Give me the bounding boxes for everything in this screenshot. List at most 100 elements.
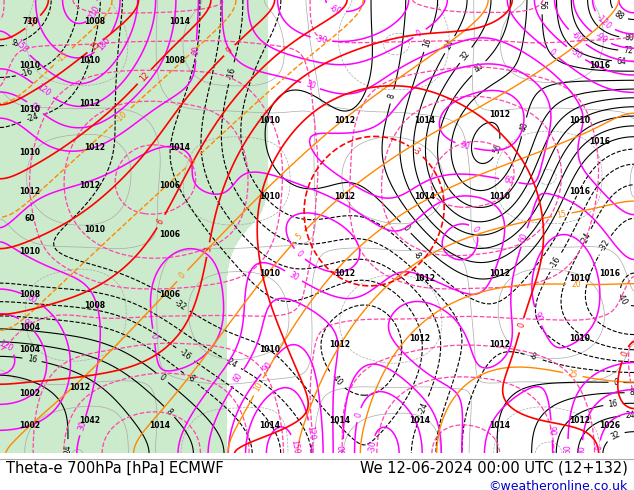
- Text: 1010: 1010: [489, 192, 510, 201]
- Text: 15: 15: [557, 209, 567, 220]
- Text: 1012: 1012: [569, 416, 590, 425]
- Text: 1006: 1006: [160, 230, 181, 239]
- Text: 1002: 1002: [20, 389, 41, 398]
- Text: 0: 0: [157, 373, 167, 383]
- Text: 0: 0: [547, 48, 557, 58]
- Text: 90: 90: [20, 318, 34, 331]
- Text: 1010: 1010: [20, 105, 41, 114]
- Text: 60: 60: [563, 444, 573, 454]
- Text: 5: 5: [295, 232, 304, 241]
- Text: 1014: 1014: [259, 421, 280, 430]
- Text: 1012: 1012: [79, 181, 101, 190]
- Text: 1010: 1010: [259, 269, 280, 277]
- Text: 1002: 1002: [20, 421, 41, 430]
- Text: 120: 120: [35, 83, 51, 98]
- Text: 0: 0: [295, 249, 304, 259]
- Text: 12: 12: [138, 70, 151, 83]
- Text: 1016: 1016: [590, 61, 611, 70]
- Text: 48: 48: [519, 121, 529, 133]
- Text: 24: 24: [625, 411, 634, 420]
- Text: -8: -8: [411, 250, 424, 262]
- Text: 1012: 1012: [410, 334, 430, 343]
- Text: 1008: 1008: [164, 55, 186, 65]
- Text: -3: -3: [410, 145, 422, 157]
- Text: 90: 90: [532, 310, 544, 322]
- Text: 1014: 1014: [415, 192, 436, 201]
- Text: 90: 90: [547, 425, 557, 436]
- Text: -60: -60: [328, 3, 342, 16]
- Text: 88: 88: [612, 9, 625, 22]
- Text: 1016: 1016: [600, 269, 621, 277]
- Text: 30: 30: [77, 420, 89, 432]
- Text: 150: 150: [289, 439, 300, 455]
- Text: 1014: 1014: [169, 143, 190, 152]
- Text: 60: 60: [191, 45, 201, 55]
- Text: 1008: 1008: [84, 17, 106, 26]
- Text: 60: 60: [26, 293, 39, 305]
- Text: -24: -24: [417, 400, 430, 416]
- Text: 710: 710: [22, 17, 38, 26]
- Text: -30: -30: [314, 34, 328, 45]
- Text: 0: 0: [620, 349, 630, 358]
- Text: 1014: 1014: [410, 416, 430, 425]
- Text: 20: 20: [571, 280, 581, 289]
- Text: -40: -40: [616, 291, 630, 307]
- Text: 120: 120: [0, 339, 14, 353]
- Text: 3: 3: [204, 246, 213, 253]
- Text: -40: -40: [329, 373, 344, 388]
- Text: 10: 10: [252, 381, 264, 393]
- Text: 24: 24: [443, 38, 456, 51]
- Text: 1010: 1010: [20, 246, 41, 256]
- Text: -8: -8: [528, 351, 538, 362]
- Text: 1010: 1010: [20, 148, 41, 157]
- Text: 1012: 1012: [489, 340, 510, 348]
- Text: 0: 0: [594, 445, 604, 451]
- Text: -60: -60: [569, 30, 585, 45]
- Text: 210: 210: [87, 4, 101, 21]
- Text: 56: 56: [538, 0, 547, 9]
- Text: 0: 0: [354, 412, 363, 418]
- Text: 1012: 1012: [20, 187, 41, 196]
- Text: 30: 30: [304, 80, 316, 92]
- Text: 1010: 1010: [20, 61, 41, 70]
- Text: -8: -8: [185, 373, 197, 385]
- Text: ©weatheronline.co.uk: ©weatheronline.co.uk: [488, 480, 628, 490]
- Text: 6: 6: [156, 217, 166, 225]
- Text: 180: 180: [96, 35, 112, 52]
- Text: 1012: 1012: [489, 110, 510, 119]
- Text: 1004: 1004: [20, 323, 41, 332]
- Text: -90: -90: [593, 31, 609, 46]
- Text: 0: 0: [415, 28, 424, 39]
- Text: 1012: 1012: [335, 192, 356, 201]
- Text: 1006: 1006: [160, 291, 181, 299]
- Text: 8: 8: [630, 388, 634, 397]
- Text: -5: -5: [186, 156, 198, 168]
- Text: 1012: 1012: [489, 269, 510, 277]
- Text: 0: 0: [149, 333, 158, 339]
- Text: -120: -120: [595, 13, 613, 31]
- Text: 1014: 1014: [330, 416, 351, 425]
- Text: 1014: 1014: [415, 116, 436, 124]
- Text: -30: -30: [568, 46, 584, 61]
- Text: -16: -16: [549, 255, 563, 270]
- Text: -16: -16: [178, 347, 193, 362]
- Text: 1012: 1012: [330, 340, 351, 348]
- Text: -24: -24: [26, 112, 41, 124]
- Text: 150: 150: [13, 38, 29, 55]
- Text: 90: 90: [261, 360, 274, 373]
- Text: 1010: 1010: [259, 116, 280, 124]
- Text: 1010: 1010: [84, 225, 105, 234]
- Text: 0: 0: [470, 225, 480, 234]
- Text: 18: 18: [27, 16, 39, 29]
- Text: 9: 9: [224, 46, 234, 55]
- Text: -32: -32: [598, 237, 612, 253]
- Text: -30: -30: [367, 440, 378, 453]
- Text: 24: 24: [63, 444, 72, 454]
- Text: 1016: 1016: [590, 138, 611, 147]
- Text: 30: 30: [287, 270, 300, 282]
- Text: 16: 16: [27, 354, 37, 365]
- Text: 1010: 1010: [259, 192, 280, 201]
- Text: 56: 56: [492, 142, 503, 154]
- Text: 30: 30: [578, 445, 586, 455]
- Text: 72: 72: [623, 46, 633, 55]
